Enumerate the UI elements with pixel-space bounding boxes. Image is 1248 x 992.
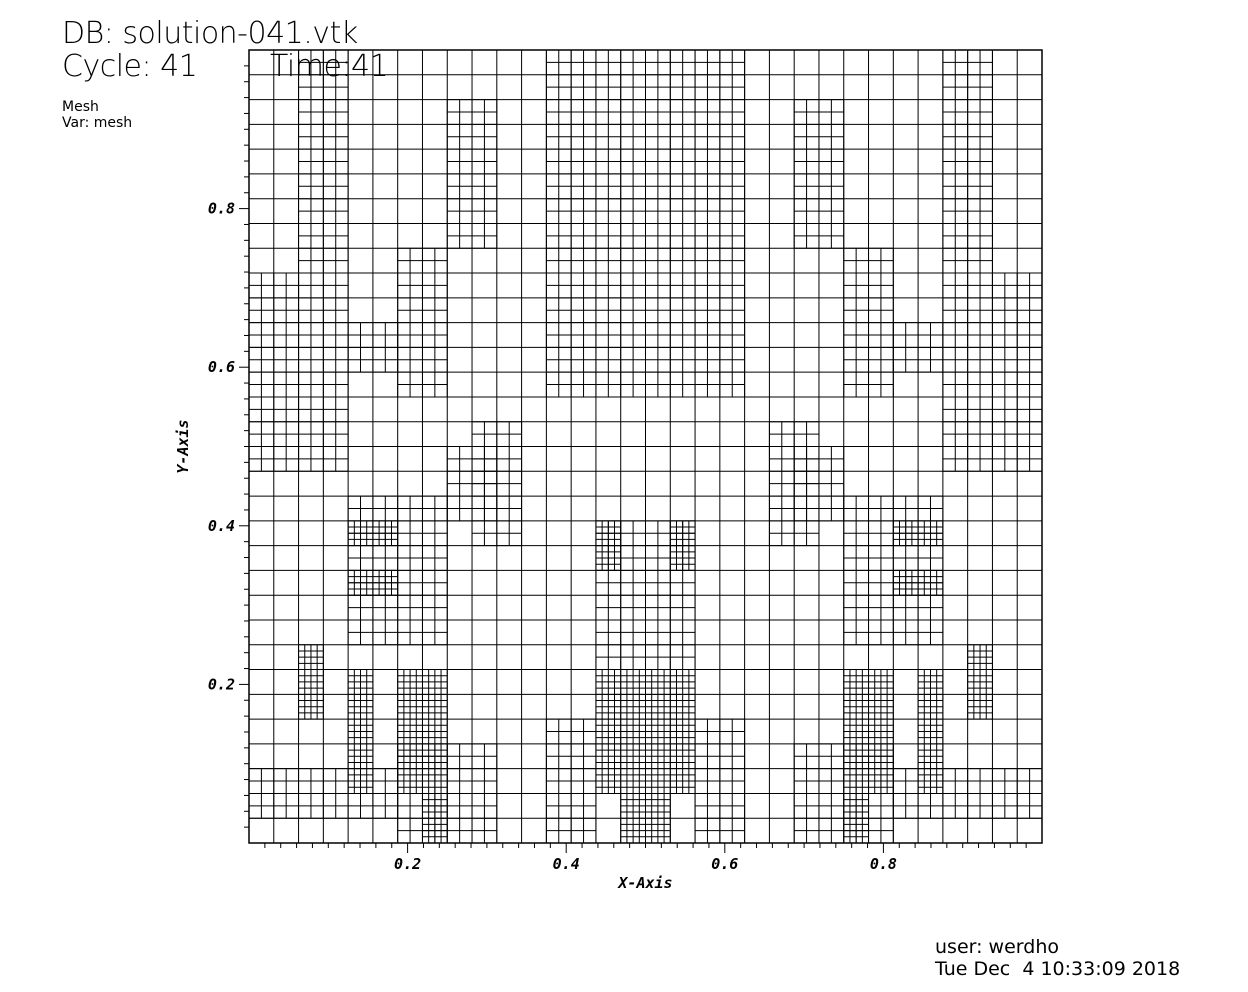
timestamp-label: Tue Dec 4 10:33:09 2018 <box>935 958 1181 980</box>
database-title: DB: solution-041.vtk <box>62 16 358 51</box>
y-tick-label: 0.2 <box>208 675 235 693</box>
x-tick-label: 0.6 <box>711 855 738 873</box>
time-label: Time:41 <box>270 49 389 84</box>
y-tick-label: 0.6 <box>208 358 235 376</box>
x-axis-ticks: 0.2 0.4 0.6 0.8 <box>264 843 1027 873</box>
y-axis-ticks: 0.2 0.4 0.6 0.8 <box>208 65 249 828</box>
x-tick-label: 0.8 <box>870 855 897 873</box>
variable-label: Var: mesh <box>62 115 133 131</box>
cycle-label: Cycle: 41 <box>62 49 198 84</box>
y-axis-title: Y-Axis <box>174 419 192 473</box>
y-tick-label: 0.4 <box>208 517 235 535</box>
x-tick-label: 0.2 <box>394 855 421 873</box>
x-axis-title: X-Axis <box>616 874 672 892</box>
x-tick-label: 0.4 <box>553 855 580 873</box>
y-tick-label: 0.8 <box>208 200 235 218</box>
plot-type-label: Mesh <box>62 99 99 115</box>
user-label: user: werdho <box>935 936 1059 958</box>
mesh-cells <box>248 49 1043 844</box>
